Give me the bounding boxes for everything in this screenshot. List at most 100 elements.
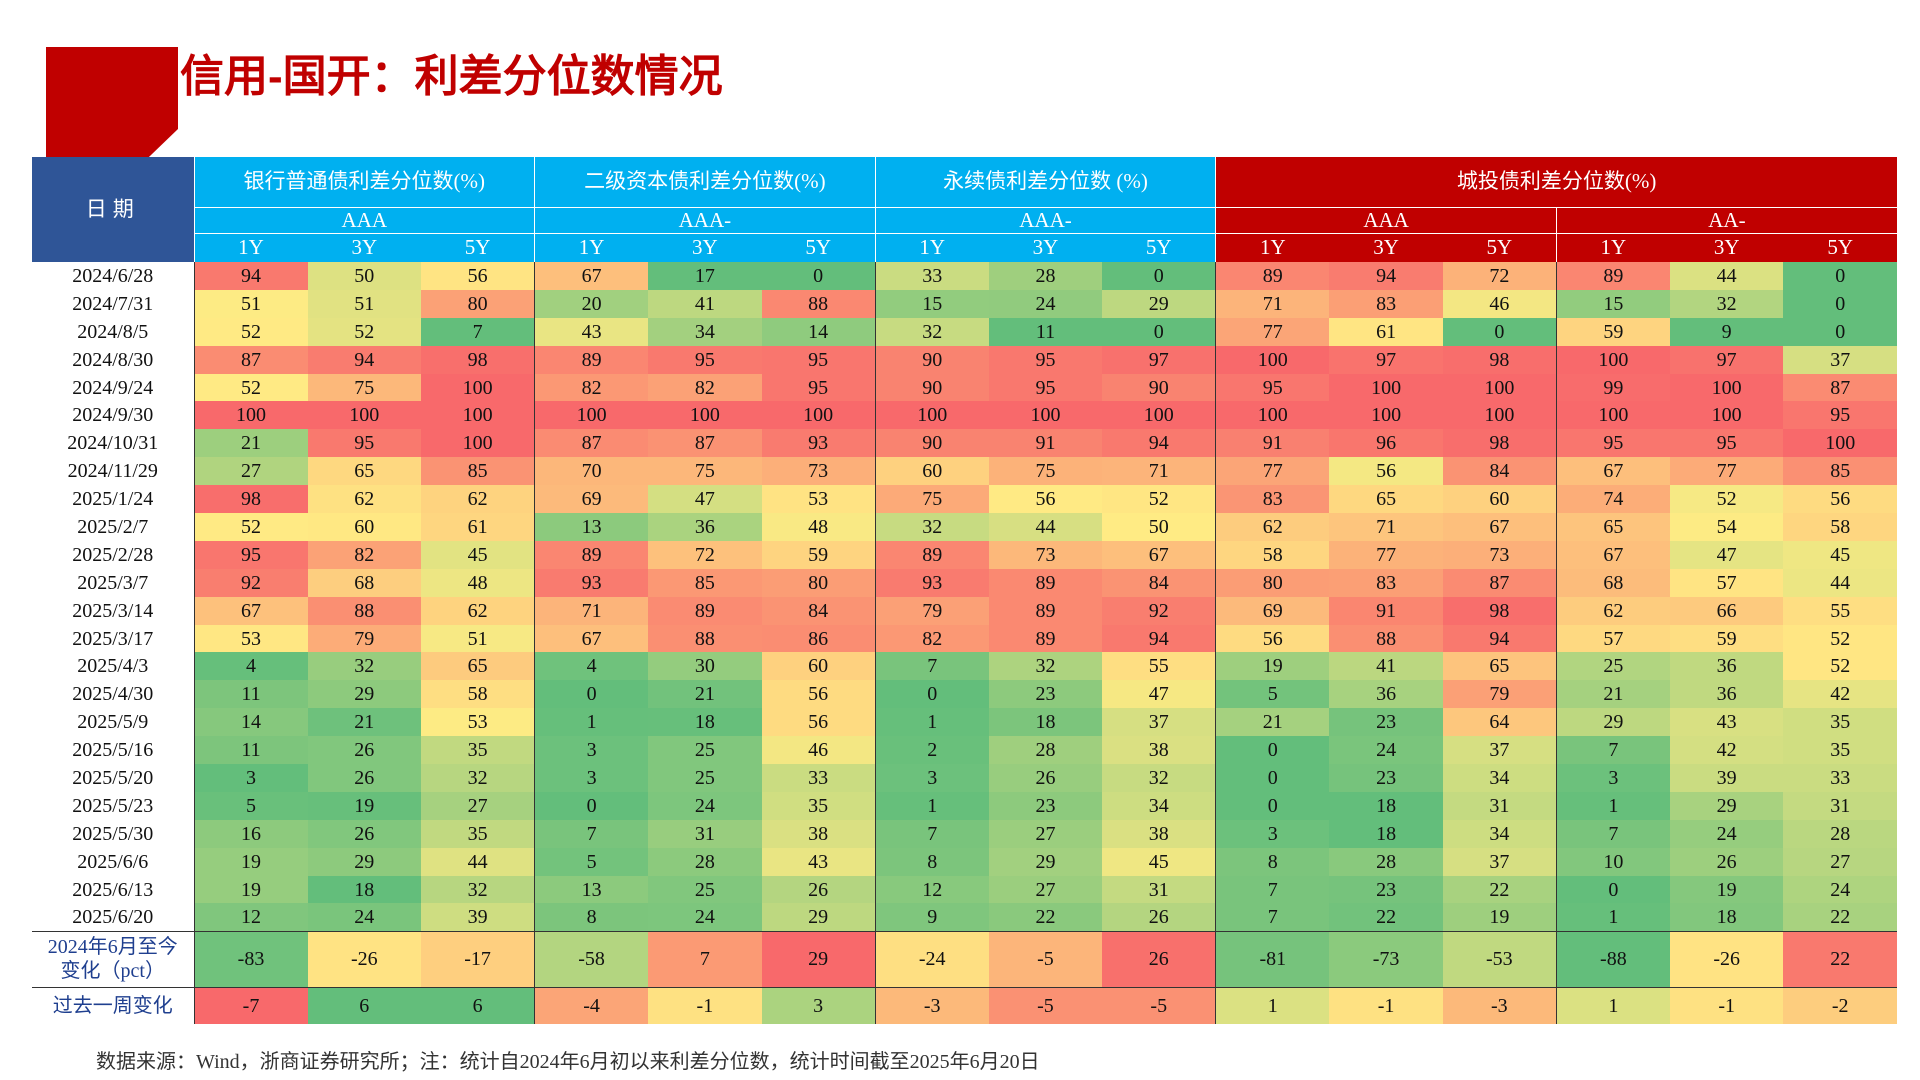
value-cell: 21 [648,680,762,709]
value-cell: 6 [421,986,535,1025]
value-cell: -5 [988,986,1103,1025]
value-cell: 34 [1442,819,1557,848]
value-cell: 13 [534,513,649,541]
header-row: 1Y 3Y 5Y 1Y 3Y 5Y 1Y 3Y 5Y 1Y 3Y 5Y 1Y 3Y 5Y [32,233,1897,262]
value-cell: 1 [1555,986,1670,1025]
value-cell: 24 [648,791,762,820]
value-cell: 37 [1442,847,1557,876]
value-cell: 98 [1442,429,1557,458]
value-cell: 57 [1555,624,1670,653]
data-row: 2025/5/20 3 26 32 3 25 33 3 26 32 0 23 34 3 39 33 [32,764,1897,792]
value-cell: 6 [307,986,422,1025]
value-cell: 22 [1329,903,1443,932]
rating-header: AAA [1215,207,1557,234]
group-header: 城投债利差分位数(%) [1215,157,1897,208]
value-cell: 100 [1102,401,1216,430]
value-cell: 35 [1783,708,1897,737]
value-cell: 18 [1329,819,1443,848]
value-cell: 23 [1329,708,1443,737]
value-cell: 26 [1102,930,1216,988]
value-cell: 1 [1555,903,1670,932]
value-cell: 64 [1442,708,1557,737]
value-cell: 84 [1102,568,1216,597]
value-cell: 26 [307,764,422,792]
value-cell: 18 [988,708,1103,737]
value-cell: 56 [1215,624,1330,653]
rating-header: AAA- [874,207,1216,234]
value-cell: 67 [534,262,649,290]
value-cell: 16 [193,819,308,848]
value-cell: 60 [761,652,876,681]
term-header: 3Y [307,233,422,262]
value-cell: 32 [307,652,422,681]
value-cell: 97 [1329,345,1443,374]
term-header: 1Y [1555,233,1670,262]
value-cell: 26 [1669,847,1784,876]
value-cell: 100 [1442,373,1557,402]
value-cell: 26 [307,736,422,765]
value-cell: 100 [1783,429,1897,458]
value-cell: 75 [988,457,1103,486]
value-cell: -73 [1329,930,1443,988]
value-cell: 31 [648,819,762,848]
value-cell: 91 [1329,596,1443,625]
date-cell: 2025/5/16 [72,739,154,762]
data-row: 2025/1/24 98 62 62 69 47 53 75 56 52 83 65 60 74 52 56 [32,485,1897,514]
value-cell: 3 [874,764,989,792]
date-cell: 2024/8/5 [77,320,149,343]
value-cell: 79 [307,624,422,653]
value-cell: -58 [534,930,649,988]
value-cell: 52 [1102,485,1216,514]
value-cell: 73 [761,457,876,486]
value-cell: 100 [1669,401,1784,430]
term-header: 3Y [988,233,1103,262]
value-cell: 28 [988,736,1103,765]
data-row: 2025/4/30 11 29 58 0 21 56 0 23 47 5 36 79 21 36 42 [32,680,1897,709]
value-cell: 80 [1215,568,1330,597]
value-cell: 26 [761,875,876,904]
value-cell: 60 [307,513,422,541]
term-header: 5Y [1783,233,1897,262]
value-cell: 46 [1442,289,1557,318]
value-cell: 87 [193,345,308,374]
value-cell: 36 [1329,680,1443,709]
value-cell: 47 [1102,680,1216,709]
summary-label-line: 过去一周变化 [52,995,173,1018]
value-cell: 100 [193,401,308,430]
value-cell: 21 [1555,680,1670,709]
value-cell: 95 [1555,429,1670,458]
data-row: 2024/8/5 52 52 7 43 34 14 32 11 0 77 61 0 59 9 0 [32,317,1897,346]
value-cell: 90 [874,429,989,458]
value-cell: 43 [1669,708,1784,737]
value-cell: 85 [1783,457,1897,486]
value-cell: 89 [988,568,1103,597]
data-row: 2025/6/20 12 24 39 8 24 29 9 22 26 7 22 19 1 18 22 [32,903,1897,932]
value-cell: 35 [421,736,535,765]
value-cell: 0 [761,262,876,290]
value-cell: 77 [1329,540,1443,569]
value-cell: 62 [421,485,535,514]
value-cell: 93 [874,568,989,597]
value-cell: 87 [1783,373,1897,402]
value-cell: 7 [874,819,989,848]
value-cell: 69 [534,485,649,514]
value-cell: 59 [761,540,876,569]
summary-label: 过去一周变化 [32,986,194,1025]
value-cell: 91 [988,429,1103,458]
value-cell: 7 [421,317,535,346]
value-cell: 52 [193,513,308,541]
value-cell: 95 [761,373,876,402]
value-cell: 87 [648,429,762,458]
value-cell: 22 [1783,903,1897,932]
value-cell: 50 [1102,513,1216,541]
value-cell: 89 [1215,262,1330,290]
value-cell: 32 [421,764,535,792]
value-cell: 7 [534,819,649,848]
rating-header: AA- [1555,207,1897,234]
value-cell: 34 [648,317,762,346]
value-cell: 15 [874,289,989,318]
value-cell: 71 [534,596,649,625]
date-cell: 2025/6/13 [72,878,154,901]
value-cell: 1 [534,708,649,737]
value-cell: 37 [1442,736,1557,765]
